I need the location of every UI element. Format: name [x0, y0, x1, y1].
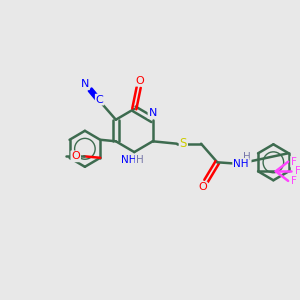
- Text: F: F: [291, 157, 297, 167]
- Text: F: F: [291, 176, 297, 186]
- Text: S: S: [180, 137, 187, 150]
- Text: O: O: [135, 76, 144, 86]
- Text: O: O: [71, 151, 80, 161]
- Text: NH: NH: [121, 155, 137, 165]
- Text: N: N: [148, 108, 157, 118]
- Text: C: C: [96, 94, 104, 105]
- Text: N: N: [81, 79, 89, 89]
- Text: H: H: [136, 155, 143, 165]
- Text: H: H: [243, 152, 251, 162]
- Text: O: O: [198, 182, 207, 193]
- Text: F: F: [295, 166, 300, 176]
- Text: NH: NH: [233, 159, 249, 169]
